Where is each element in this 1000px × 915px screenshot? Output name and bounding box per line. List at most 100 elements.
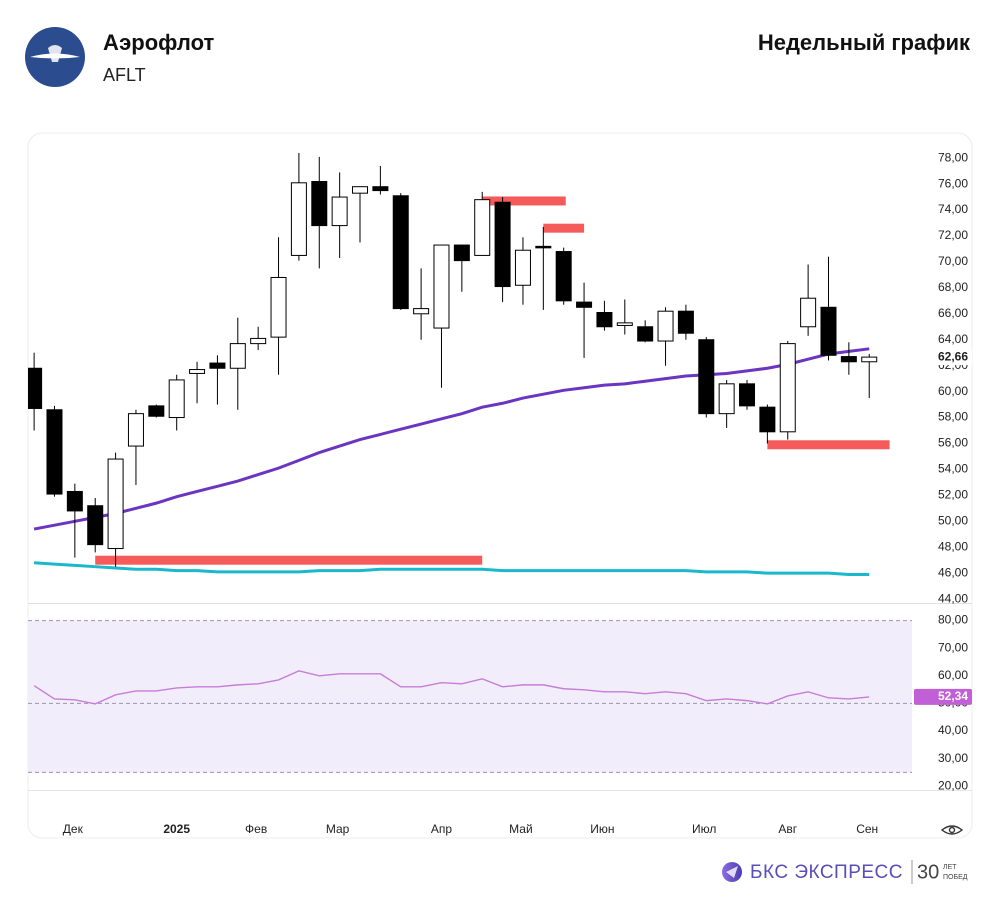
y-tick-label: 66,00 <box>938 306 968 320</box>
candle-body <box>759 406 776 433</box>
y-tick-label: 58,00 <box>938 410 968 424</box>
candle-body <box>535 245 552 249</box>
y-tick-label: 68,00 <box>938 280 968 294</box>
y-tick-label: 60,00 <box>938 384 968 398</box>
candle-body <box>209 362 226 369</box>
candle-body <box>453 244 470 262</box>
x-tick-label: Авг <box>778 822 797 836</box>
candle-body <box>413 308 430 315</box>
y-tick-label: 56,00 <box>938 436 968 450</box>
candle-body <box>698 339 715 415</box>
candle-body <box>372 186 389 192</box>
y-tick-label: 76,00 <box>938 176 968 190</box>
candle-body <box>637 326 654 342</box>
candle-body <box>576 301 593 308</box>
rsi-pane <box>28 620 912 773</box>
y-tick-label: 46,00 <box>938 565 968 579</box>
y-tick-label: 52,00 <box>938 488 968 502</box>
candle-body <box>148 405 165 417</box>
footer-logo <box>722 862 742 882</box>
y-tick-label: 48,00 <box>938 539 968 553</box>
candle-body <box>270 276 287 338</box>
y-tick-label: 40,00 <box>938 723 968 737</box>
moving-average <box>33 347 870 531</box>
last-price-tag <box>914 349 972 366</box>
y-tick-label: 70,00 <box>938 254 968 268</box>
candle-body <box>494 201 511 288</box>
company-name: Аэрофлот <box>103 30 214 55</box>
candle-body <box>514 249 531 286</box>
level-zone <box>95 555 483 565</box>
y-tick-label: 80,00 <box>938 613 968 627</box>
candle-body <box>290 182 307 256</box>
footer-line1: ЛЕТ <box>943 864 957 871</box>
candle-body <box>820 306 837 356</box>
x-tick-label: 2025 <box>163 822 190 836</box>
candle-body <box>739 383 756 407</box>
rsi-value-label: 52,34 <box>938 689 968 703</box>
candle-body <box>311 181 328 227</box>
rsi-band <box>28 620 912 773</box>
y-tick-label: 50,00 <box>938 513 968 527</box>
candle-body <box>677 310 694 334</box>
candle-body <box>840 356 857 363</box>
y-tick-label: 78,00 <box>938 150 968 164</box>
rsi-value-tag <box>914 688 972 705</box>
y-tick-label: 30,00 <box>938 751 968 765</box>
y-tick-label: 74,00 <box>938 202 968 216</box>
candle-body <box>229 343 246 369</box>
candle-body <box>127 413 144 447</box>
candle-body <box>718 383 735 415</box>
candle-body <box>779 343 796 433</box>
candle-body <box>250 337 267 345</box>
x-tick-label: Май <box>509 822 533 836</box>
period-title: Недельный график <box>758 30 971 55</box>
level-zone <box>543 223 585 233</box>
y-tick-label: 64,00 <box>938 332 968 346</box>
candle-body <box>331 196 348 227</box>
x-tick-label: Фев <box>245 822 267 836</box>
footer-brand: БКС ЭКСПРЕСС <box>750 862 903 883</box>
candle-body <box>168 379 185 419</box>
footer-years: 30 <box>917 861 939 883</box>
x-tick-label: Июл <box>692 822 716 836</box>
candle-body <box>616 322 633 326</box>
candle-body <box>800 297 817 328</box>
candle-body <box>596 311 613 328</box>
x-tick-label: Дек <box>63 822 84 836</box>
y-tick-label: 20,00 <box>938 778 968 792</box>
y-tick-label: 60,00 <box>938 668 968 682</box>
ticker: AFLT <box>103 65 146 85</box>
level-zone <box>767 440 890 450</box>
settings-icon[interactable] <box>940 825 964 835</box>
candle-body <box>352 186 369 194</box>
candle-body <box>433 244 450 329</box>
moving-average <box>34 561 870 576</box>
candle-body <box>28 367 43 409</box>
x-tick-label: Мар <box>326 822 350 836</box>
logo <box>25 27 85 87</box>
candle-body <box>189 369 206 374</box>
candle-body <box>107 458 124 550</box>
candle-body <box>46 409 63 495</box>
footer-line2: ПОБЕД <box>943 874 968 881</box>
candle-body <box>87 505 104 546</box>
x-tick-label: Сен <box>856 822 878 836</box>
candle-body <box>66 490 83 512</box>
candle-body <box>474 199 491 256</box>
y-tick-label: 72,00 <box>938 228 968 242</box>
x-tick-label: Апр <box>431 822 453 836</box>
y-tick-label: 44,00 <box>938 591 968 605</box>
candle-body <box>657 310 674 342</box>
axes: 44,00 46,00 48,00 50,00 52,00 54,00 56,00 58,00… <box>63 150 972 836</box>
candle-body <box>392 195 409 310</box>
price-pane <box>28 152 890 576</box>
y-tick-label: 54,00 <box>938 462 968 476</box>
rsi-line <box>33 670 870 705</box>
y-tick-label: 70,00 <box>938 640 968 654</box>
level-zone <box>482 196 566 206</box>
x-tick-label: Июн <box>590 822 614 836</box>
candle-body <box>555 251 572 302</box>
candle-body <box>861 356 878 363</box>
